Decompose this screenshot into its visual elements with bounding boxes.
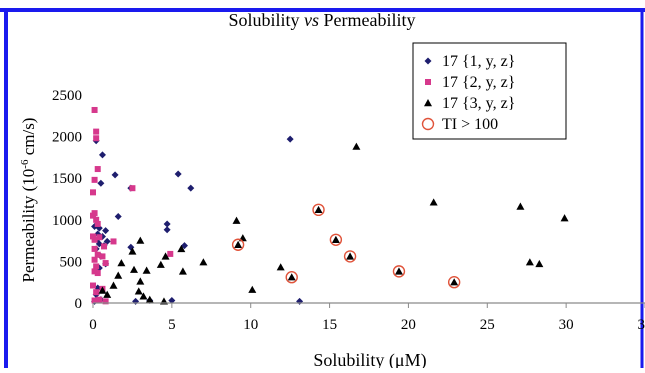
data-point-square [103,260,109,266]
data-point-square [92,257,98,263]
legend-marker-square [425,79,431,85]
data-point-diamond [175,171,182,178]
x-axis-label: Solubility (μM) [313,350,426,368]
data-point-triangle [157,261,165,268]
data-point-triangle [143,267,151,274]
data-point-square [92,246,98,252]
legend: 17 {1, y, z} 17 {2, y, z} 17 {3, y, z} TI >… [413,43,566,139]
data-point-diamond [102,227,109,234]
data-point-diamond [296,298,303,305]
legend-label: TI > 100 [442,116,498,133]
data-point-triangle [114,272,122,279]
data-point-triangle [288,273,296,280]
y-tick-label: 1000 [52,213,82,229]
data-point-diamond [132,298,139,305]
data-point-triangle [135,287,143,294]
data-point-triangle [248,286,256,293]
data-point-triangle [352,143,360,150]
data-point-triangle [430,198,438,205]
data-point-square [92,107,98,113]
data-point-triangle [234,241,242,248]
data-point-square [101,243,107,249]
x-tick-label: 30 [559,317,574,333]
data-point-square [93,289,99,295]
data-point-triangle [117,259,125,266]
data-point-square [167,251,173,257]
y-axis-label: Permeability (10-6 cm/s) [19,118,38,283]
data-point-triangle [315,206,323,213]
data-point-triangle [199,258,207,265]
x-tick-label: 0 [89,317,97,333]
y-tick-label: 2500 [52,88,82,104]
data-point-triangle [526,258,534,265]
data-point-diamond [187,185,194,192]
data-point-triangle [332,236,340,243]
y-tick-label: 500 [60,254,83,270]
data-point-square [90,283,96,289]
series-2 [90,107,173,304]
data-point-square [92,237,98,243]
x-tick-label: 15 [322,317,337,333]
x-tick-label: 5 [168,317,176,333]
data-point-diamond [112,171,119,178]
data-point-triangle [450,278,458,285]
data-point-triangle [535,260,543,267]
data-point-triangle [233,217,241,224]
data-point-triangle [516,202,524,209]
data-point-square [90,189,96,195]
data-point-triangle [110,282,118,289]
data-point-square [95,166,101,172]
data-point-square [111,238,117,244]
data-point-triangle [561,214,569,221]
x-tick-label: 35 [638,317,645,333]
legend-label: 17 {3, y, z} [442,95,515,112]
data-point-diamond [287,136,294,143]
data-point-triangle [130,266,138,273]
data-point-triangle [136,277,144,284]
legend-label: 17 {2, y, z} [442,74,515,91]
data-point-square [93,129,99,135]
y-tick-label: 1500 [52,171,82,187]
series-1 [91,136,303,305]
data-point-square [99,253,105,259]
x-tick-label: 10 [243,317,258,333]
x-tick-label: 20 [401,317,416,333]
x-tick-label: 25 [480,317,495,333]
data-point-square [93,135,99,141]
data-point-triangle [179,267,187,274]
data-point-diamond [115,213,122,220]
legend-label: 17 {1, y, z} [442,53,515,70]
data-point-triangle [346,252,354,259]
data-point-triangle [395,267,403,274]
data-point-diamond [99,151,106,158]
chart-title: Solubility vs Permeability [229,10,416,30]
data-point-square [129,185,135,191]
data-point-triangle [277,263,285,270]
data-point-square [95,270,101,276]
data-point-triangle [136,237,144,244]
data-point-square [95,221,101,227]
data-point-diamond [97,180,104,187]
y-tick-label: 0 [75,296,83,312]
y-tick-label: 2000 [52,130,82,146]
data-point-diamond [164,226,171,233]
series-4 [233,204,460,287]
data-point-square [92,177,98,183]
